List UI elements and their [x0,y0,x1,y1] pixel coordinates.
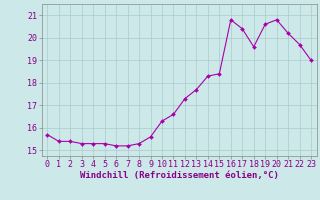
X-axis label: Windchill (Refroidissement éolien,°C): Windchill (Refroidissement éolien,°C) [80,171,279,180]
